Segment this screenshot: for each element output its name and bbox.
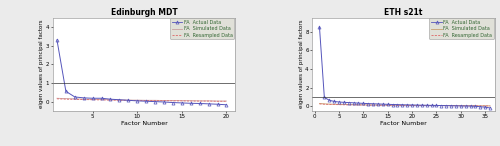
Y-axis label: eigen values of principal factors: eigen values of principal factors [299,20,304,108]
X-axis label: Factor Number: Factor Number [120,121,168,126]
Title: Edinburgh MDT: Edinburgh MDT [110,8,178,17]
Legend: FA  Actual Data, FA  Simulated Data, FA  Resampled Data: FA Actual Data, FA Simulated Data, FA Re… [170,19,234,39]
X-axis label: Factor Number: Factor Number [380,121,427,126]
Y-axis label: eigen values of principal factors: eigen values of principal factors [39,20,44,108]
Legend: FA  Actual Data, FA  Simulated Data, FA  Resampled Data: FA Actual Data, FA Simulated Data, FA Re… [430,19,494,39]
Title: ETH s21t: ETH s21t [384,8,423,17]
